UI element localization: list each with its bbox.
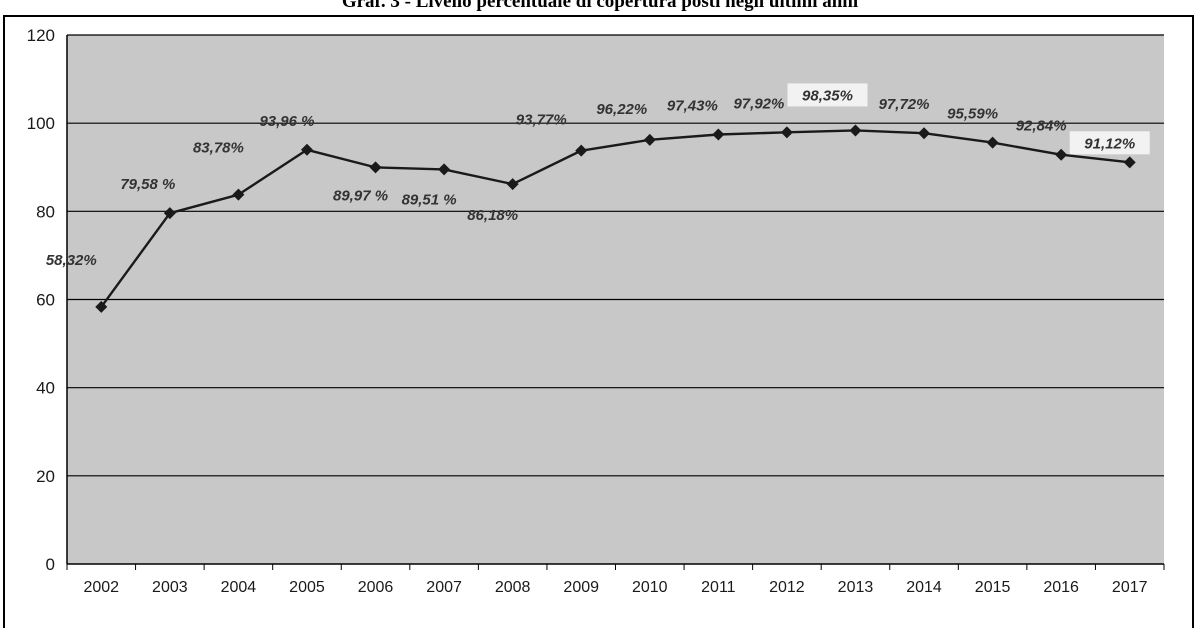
data-label: 97,92% [733,95,784,112]
x-tick-label: 2014 [906,579,942,596]
x-tick-label: 2017 [1112,579,1148,596]
series-line [100,129,1130,308]
y-tick-label: 40 [36,379,55,398]
data-label-box [1069,131,1150,155]
x-tick-label: 2009 [563,579,599,596]
data-point-marker [1123,156,1136,169]
data-point-marker [643,133,656,146]
y-tick-label: 0 [46,555,55,574]
chart-title: Graf. 3 - Livello percentuale di copertu… [341,0,859,12]
data-point-marker [163,207,176,220]
x-tick-label: 2002 [83,579,119,596]
data-label: 97,72% [879,96,930,113]
y-tick-label: 120 [27,26,55,45]
y-tick-label: 60 [36,291,55,310]
data-label: 97,43% [667,97,718,114]
y-tick-label: 100 [27,114,55,133]
data-label: 93,77% [516,112,567,129]
y-tick-label: 80 [36,202,55,221]
data-point-marker [1055,148,1068,161]
data-label: 92,84% [1016,118,1067,135]
data-label: 93,96 % [259,113,314,130]
x-tick-label: 2011 [701,579,736,596]
data-point-marker [780,126,793,139]
data-point-marker [986,136,999,149]
x-tick-label: 2005 [289,579,325,596]
x-tick-label: 2003 [152,579,188,596]
x-tick-label: 2012 [769,579,805,596]
data-point-marker [438,163,451,176]
data-label: 86,18% [467,207,518,224]
x-tick-label: 2004 [221,579,257,596]
data-label: 58,32% [46,252,97,269]
data-point-marker [575,144,588,157]
y-tick-label: 20 [36,467,55,486]
data-point-marker [918,127,931,140]
x-tick-label: 2010 [632,579,668,596]
data-label: 89,97 % [333,187,388,204]
x-tick-label: 2007 [426,579,462,596]
data-point-marker [369,161,382,174]
data-label: 79,58 % [120,176,175,193]
data-point-marker [300,143,313,156]
data-label: 83,78% [193,140,244,157]
x-tick-label: 2006 [358,579,394,596]
data-point-marker [849,124,862,137]
data-label: 96,22% [596,101,647,118]
x-tick-label: 2013 [838,579,874,596]
x-tick-label: 2015 [975,579,1011,596]
data-label: 91,12% [1084,135,1135,152]
data-point-marker [232,188,245,201]
data-label: 98,35% [802,87,853,104]
data-point-marker [712,128,725,141]
chart-frame [3,15,1194,628]
data-label: 95,59% [947,106,998,123]
data-label: 89,51 % [402,191,457,208]
x-tick-label: 2016 [1043,579,1079,596]
data-point-marker [95,300,108,313]
data-label-box [787,83,868,107]
data-point-marker [506,178,519,191]
x-tick-label: 2008 [495,579,531,596]
